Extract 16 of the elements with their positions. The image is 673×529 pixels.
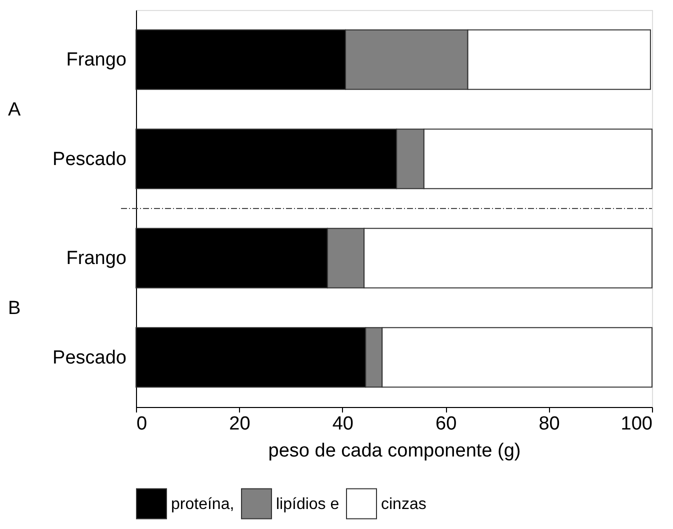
legend-label: cinzas (381, 496, 426, 513)
y-tick-label: Pescado (52, 148, 126, 170)
y-tick-label: Frango (66, 248, 126, 270)
x-tick-label: 20 (229, 414, 250, 434)
text: A (8, 99, 21, 120)
text: B (8, 298, 21, 319)
x-tick-label: 100 (620, 414, 652, 434)
y-tick-label: Pescado (52, 347, 126, 368)
x-tick-label: 80 (538, 414, 560, 434)
legend-label: proteína, (171, 496, 234, 513)
legend-label: lipídios e (276, 496, 340, 513)
x-tick-label: 60 (436, 414, 457, 434)
x-tick-label: 0 (136, 414, 148, 434)
x-tick-label: 40 (332, 414, 354, 434)
x-axis-title: peso de cada componente (g) (268, 440, 521, 462)
y-tick-label: Frango (66, 50, 126, 71)
